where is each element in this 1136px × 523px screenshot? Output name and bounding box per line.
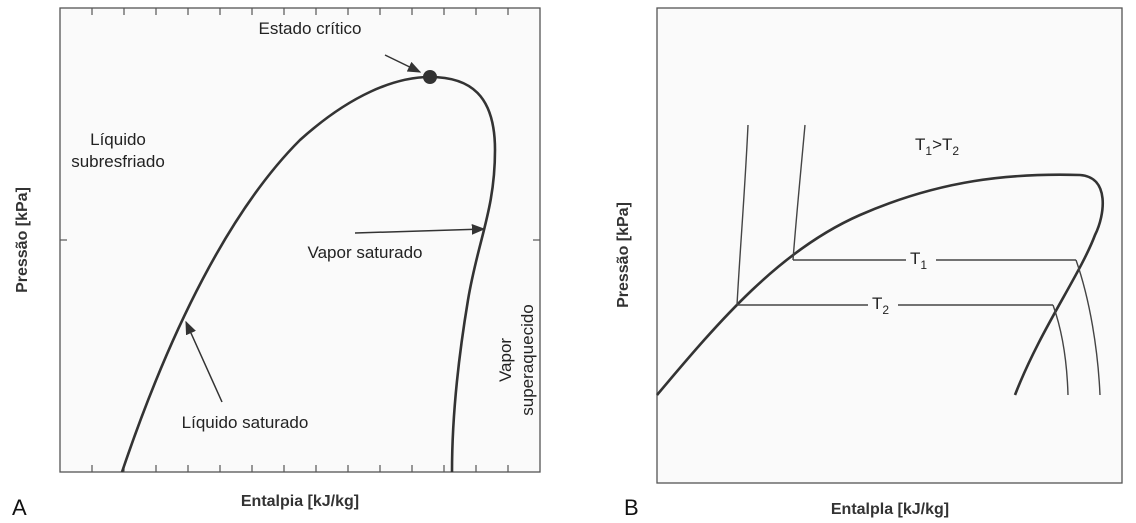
- text: T: [910, 249, 920, 268]
- text: T: [872, 294, 882, 313]
- superheated-label: Vapor: [496, 338, 515, 382]
- y-axis-label: Pressão [kPa]: [14, 187, 31, 293]
- saturation-dome: [120, 75, 497, 473]
- subcooled-label: Líquido: [90, 130, 146, 149]
- isotherm-vapor: [1052, 304, 1069, 396]
- label-bg: [906, 250, 936, 264]
- isotherm-liquid: [792, 124, 806, 261]
- saturation-dome: [656, 173, 1104, 396]
- arrow: [354, 223, 486, 235]
- panel-b: T1>T2 T1 T2 Pressão [kPa] Entalpla [kJ/k…: [615, 7, 1123, 520]
- panel-label: A: [12, 495, 27, 520]
- critical-point: [423, 70, 437, 84]
- isotherm-2-label: T2: [872, 294, 889, 317]
- ticks: [60, 8, 540, 472]
- text: 2: [952, 144, 959, 158]
- superheated-label: superaquecido: [518, 304, 537, 416]
- y-axis-label: Pressão [kPa]: [615, 202, 632, 308]
- arrow: [384, 54, 422, 73]
- arrow: [185, 320, 223, 403]
- critical-label: Estado crítico: [259, 19, 362, 38]
- sat-vapor-label: Vapor saturado: [308, 243, 423, 262]
- panel-label: B: [624, 495, 639, 520]
- panel-a: Estado crítico Líquido subresfriado Vapo…: [12, 7, 541, 520]
- isotherm-liquid: [736, 124, 749, 306]
- isotherm-vapor: [1075, 259, 1101, 396]
- x-axis-label: Entalpla [kJ/kg]: [831, 501, 949, 518]
- text: 1: [925, 144, 932, 158]
- frame: [656, 7, 1123, 484]
- temperature-relation: T1>T2: [915, 135, 959, 158]
- frame: [59, 7, 541, 473]
- label-bg: [868, 295, 898, 309]
- x-axis-label: Entalpia [kJ/kg]: [241, 493, 359, 510]
- text: 2: [882, 303, 889, 317]
- text: 1: [920, 258, 927, 272]
- text: >T: [932, 135, 952, 154]
- sat-liquid-label: Líquido saturado: [182, 413, 309, 432]
- text: T: [915, 135, 925, 154]
- isotherm-1-label: T1: [910, 249, 927, 272]
- subcooled-label: subresfriado: [71, 152, 165, 171]
